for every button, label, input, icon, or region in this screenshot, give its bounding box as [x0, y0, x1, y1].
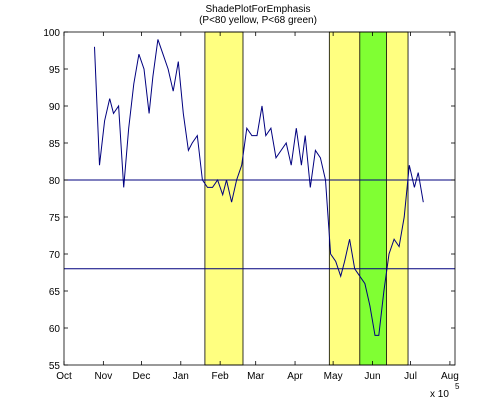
x-tick-label: Mar: [247, 371, 265, 382]
x-tick-label: Feb: [212, 371, 230, 382]
x-exponent: x 10: [430, 389, 449, 400]
x-exponent-power: 5: [455, 382, 460, 391]
y-tick-label: 100: [43, 28, 60, 39]
y-tick-label: 95: [49, 65, 61, 76]
shaded-region: [359, 31, 387, 366]
y-tick-label: 55: [49, 361, 61, 372]
data-line: [94, 39, 424, 336]
y-tick-label: 70: [49, 250, 61, 261]
y-tick-label: 60: [49, 324, 61, 335]
shaded-region: [204, 31, 244, 366]
y-tick-label: 75: [49, 213, 61, 224]
x-tick-label: May: [324, 371, 343, 382]
x-tick-label: Jul: [404, 371, 417, 382]
y-tick-label: 85: [49, 139, 61, 150]
plot-frame: [63, 31, 456, 366]
y-tick-label: 90: [49, 102, 61, 113]
y-tick-label: 80: [49, 176, 61, 187]
x-tick-label: Oct: [56, 371, 72, 382]
x-tick-label: Aug: [441, 371, 459, 382]
x-tick-label: Nov: [94, 371, 112, 382]
chart-title: ShadePlotForEmphasis: [205, 4, 310, 15]
x-tick-label: Dec: [133, 371, 151, 382]
x-tick-label: Jan: [173, 371, 189, 382]
chart-subtitle: (P<80 yellow, P<68 green): [199, 15, 317, 26]
x-tick-label: Apr: [287, 371, 303, 382]
x-tick-label: Jun: [364, 371, 380, 382]
y-tick-label: 65: [49, 287, 61, 298]
